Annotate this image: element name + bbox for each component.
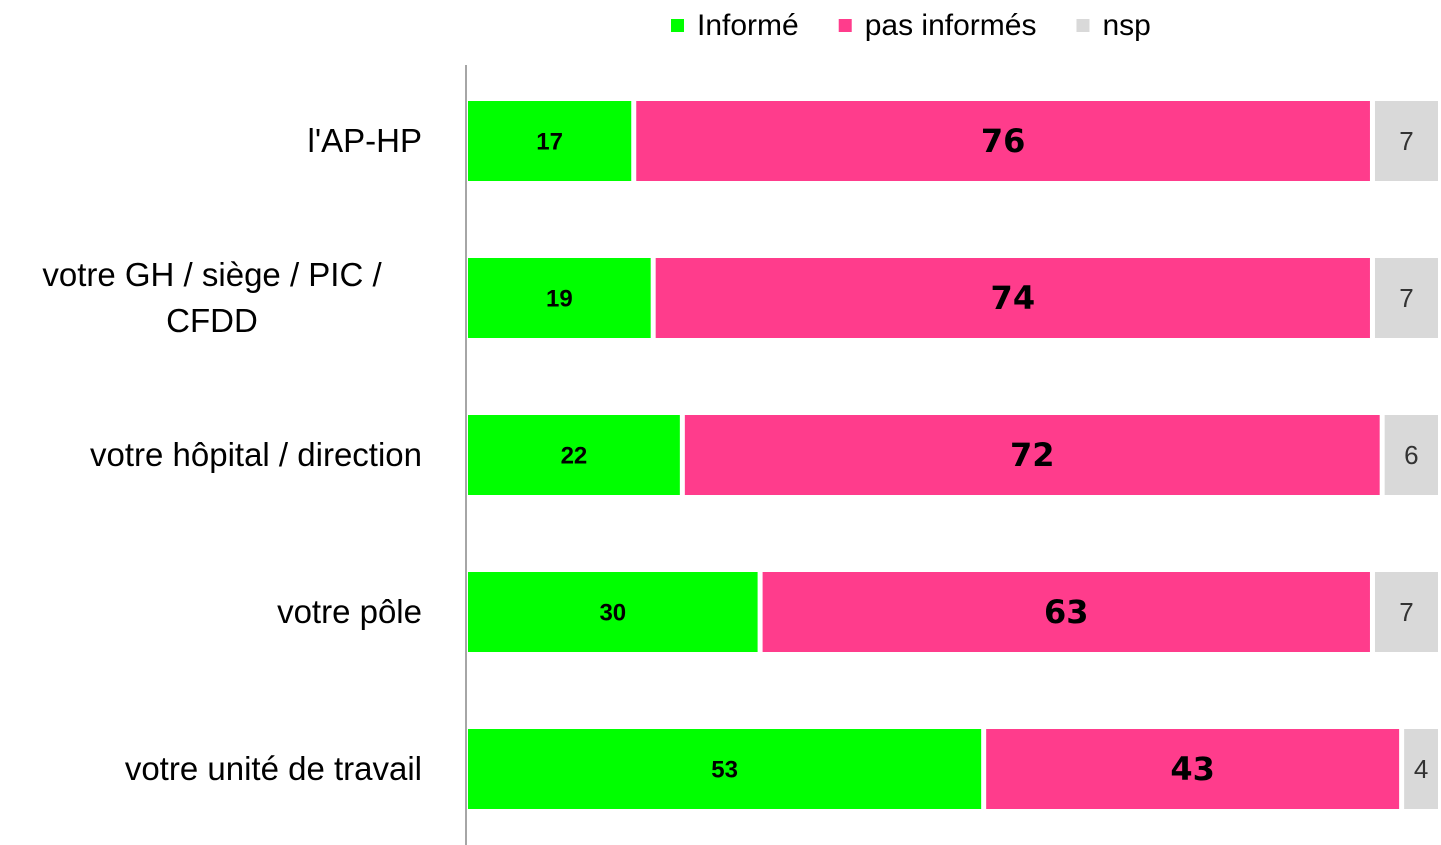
category-label: votre pôle bbox=[2, 589, 422, 635]
legend-swatch bbox=[838, 19, 852, 32]
bar-segment bbox=[1374, 101, 1438, 181]
category-text: votre pôle bbox=[277, 593, 422, 630]
data-label: 53 bbox=[711, 756, 738, 783]
bar-segment bbox=[1374, 572, 1438, 652]
data-label: 30 bbox=[599, 599, 626, 626]
data-label: 19 bbox=[546, 285, 573, 312]
legend-label: pas informés bbox=[865, 9, 1037, 42]
legend-swatch bbox=[671, 19, 684, 32]
bar-segment bbox=[1384, 415, 1438, 495]
bar-segment bbox=[468, 415, 680, 495]
category-label: l'AP-HP bbox=[2, 118, 423, 164]
category-text: votre hôpital / direction bbox=[89, 436, 422, 473]
data-label: 4 bbox=[1414, 754, 1428, 784]
data-label: 63 bbox=[1044, 593, 1089, 631]
bar-segment bbox=[468, 258, 651, 338]
bar-segment bbox=[636, 101, 1370, 181]
data-label: 72 bbox=[1010, 436, 1055, 474]
bar-segment bbox=[655, 258, 1370, 338]
bar-segment bbox=[1374, 258, 1438, 338]
category-text: votre unité de travail bbox=[124, 750, 422, 787]
data-label: 6 bbox=[1404, 440, 1418, 470]
data-label: 7 bbox=[1399, 283, 1413, 313]
data-label: 22 bbox=[561, 442, 588, 469]
legend-label: Informé bbox=[697, 9, 799, 42]
data-label: 43 bbox=[1170, 750, 1215, 788]
data-label: 7 bbox=[1399, 126, 1413, 156]
category-label: votre hôpital / direction bbox=[2, 432, 422, 478]
category-label: votre unité de travail bbox=[2, 746, 422, 792]
data-label: 74 bbox=[991, 279, 1036, 317]
category-text: l'AP-HP bbox=[307, 122, 423, 159]
data-label: 7 bbox=[1399, 597, 1413, 627]
bar-segment bbox=[986, 729, 1400, 809]
bar-segment bbox=[468, 101, 632, 181]
legend-label: nsp bbox=[1102, 9, 1150, 42]
bar-segment bbox=[468, 572, 758, 652]
legend-swatch bbox=[1076, 19, 1090, 32]
category-label: votre GH / siège / PIC / CFDD bbox=[2, 252, 422, 344]
bar-segment bbox=[468, 729, 982, 809]
bar-segment bbox=[1404, 729, 1438, 809]
data-label: 17 bbox=[536, 128, 563, 155]
category-text: votre GH / siège / PIC / CFDD bbox=[42, 256, 382, 339]
data-label: 76 bbox=[981, 122, 1026, 160]
bar-segment bbox=[684, 415, 1380, 495]
bar-segment bbox=[762, 572, 1370, 652]
